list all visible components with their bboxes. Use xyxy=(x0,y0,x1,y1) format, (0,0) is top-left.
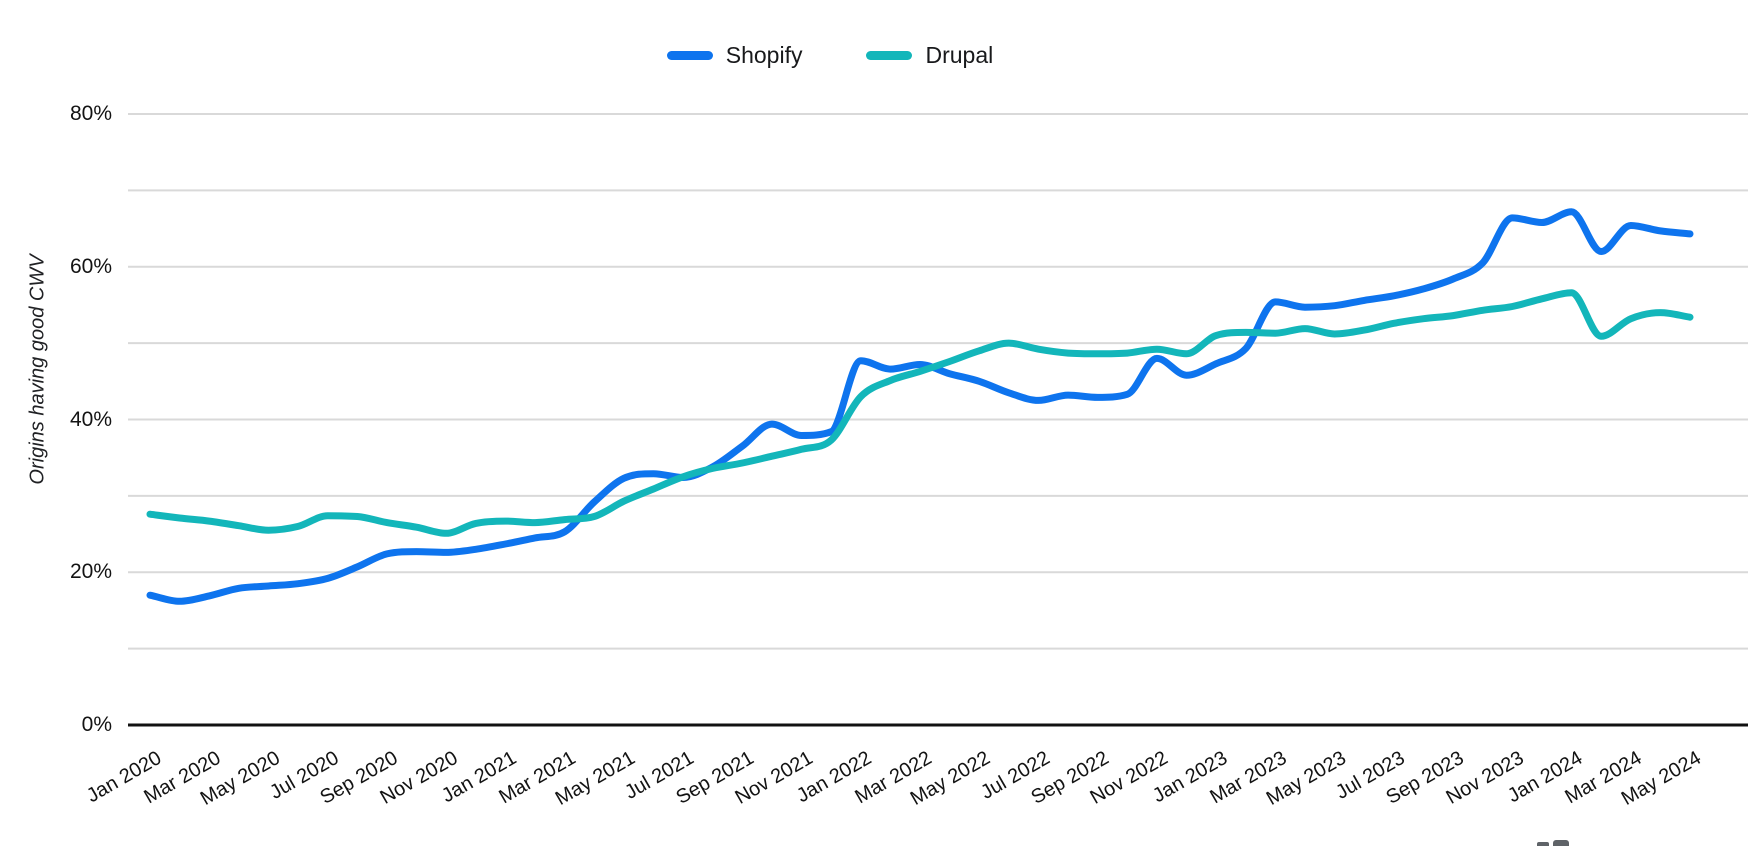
drupal-series-line xyxy=(146,289,1694,537)
legend-label-shopify: Shopify xyxy=(725,42,803,68)
y-tick-label-0%: 0% xyxy=(81,713,112,736)
chart-legend: Shopify Drupal xyxy=(0,42,1660,69)
toolbar-partial-icon[interactable] xyxy=(1553,840,1569,846)
legend-label-drupal: Drupal xyxy=(925,42,994,68)
legend-item-shopify[interactable]: Shopify xyxy=(666,42,803,69)
legend-item-drupal[interactable]: Drupal xyxy=(866,42,993,69)
y-tick-label-40%: 40% xyxy=(69,407,112,431)
drupal-line-swatch-icon xyxy=(866,51,913,60)
y-tick-label-20%: 20% xyxy=(69,560,112,584)
y-tick-label-80%: 80% xyxy=(69,102,112,125)
shopify-line-swatch-icon xyxy=(666,51,713,60)
shopify-series-line xyxy=(146,208,1694,605)
y-tick-label-60%: 60% xyxy=(69,254,112,278)
toolbar-partial-icon[interactable] xyxy=(1537,842,1549,846)
